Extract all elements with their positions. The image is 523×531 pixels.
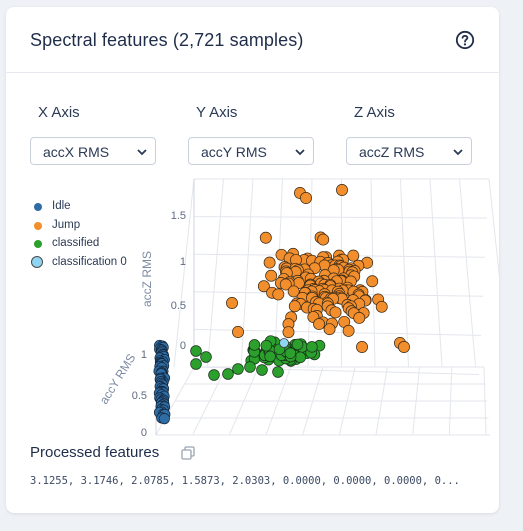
z-tick-label: 1 bbox=[180, 256, 186, 268]
x-axis-select[interactable]: accX RMS bbox=[30, 137, 156, 165]
chevron-down-icon bbox=[137, 149, 147, 156]
data-point-classified bbox=[256, 364, 268, 376]
z-axis-label: Z Axis bbox=[354, 104, 395, 121]
data-point-classified bbox=[306, 341, 318, 353]
data-point-jump bbox=[226, 297, 238, 309]
data-point-jump bbox=[323, 323, 336, 336]
data-point-jump bbox=[329, 306, 342, 319]
y-axis-selected-value: accY RMS bbox=[201, 144, 267, 160]
grid-line bbox=[488, 178, 499, 278]
y-tick-label: 0.5 bbox=[132, 390, 147, 402]
data-point-jump bbox=[288, 300, 301, 313]
data-point-jump bbox=[398, 341, 410, 353]
legend-marker bbox=[34, 221, 42, 230]
data-point-jump bbox=[232, 326, 244, 338]
data-point-classified bbox=[222, 368, 234, 380]
legend-marker bbox=[34, 203, 42, 211]
legend-marker bbox=[31, 255, 43, 268]
grid-line bbox=[370, 178, 376, 368]
data-point-jump bbox=[366, 275, 379, 288]
x-axis-label: X Axis bbox=[38, 104, 80, 121]
z-axis-title: accZ RMS bbox=[140, 251, 154, 307]
data-point-jump bbox=[265, 269, 278, 282]
legend-label: Idle bbox=[52, 200, 71, 212]
data-point-jump bbox=[257, 280, 270, 293]
help-circle-icon[interactable] bbox=[455, 30, 475, 50]
z-axis-select[interactable]: accZ RMS bbox=[346, 137, 472, 165]
z-tick-label: 0.5 bbox=[171, 300, 186, 312]
z-axis-selected-value: accZ RMS bbox=[359, 144, 425, 160]
data-point-classified bbox=[190, 358, 202, 370]
spectral-features-card: Spectral features (2,721 samples) X Axis… bbox=[6, 7, 499, 513]
x-axis-selected-value: accX RMS bbox=[43, 144, 110, 160]
data-point-jump bbox=[356, 341, 368, 353]
data-point-jump bbox=[263, 256, 276, 269]
grid-line bbox=[429, 178, 443, 368]
processed-features-values: 3.1255, 3.1746, 2.0785, 1.5873, 2.0303, … bbox=[30, 475, 460, 487]
legend-label: classification 0 bbox=[52, 255, 127, 268]
data-point-jump bbox=[300, 192, 312, 204]
data-point-idle bbox=[158, 413, 170, 425]
y-axis-select[interactable]: accY RMS bbox=[188, 137, 314, 165]
data-point-classified bbox=[244, 361, 256, 373]
data-point-jump bbox=[353, 312, 366, 324]
data-point-classified bbox=[190, 345, 202, 357]
chevron-down-icon bbox=[295, 149, 305, 156]
data-point-jump bbox=[336, 184, 348, 196]
data-point-classified bbox=[294, 351, 307, 364]
data-point-classified bbox=[272, 366, 284, 378]
grid-line bbox=[193, 216, 488, 219]
data-point-classified bbox=[264, 350, 276, 363]
data-point-classification-0 bbox=[279, 338, 289, 348]
z-tick-label: 1.5 bbox=[171, 210, 186, 222]
processed-features-title: Processed features bbox=[30, 444, 160, 461]
data-point-jump bbox=[317, 233, 330, 246]
z-tick-label: 0 bbox=[180, 340, 186, 352]
data-point-classified bbox=[260, 339, 273, 352]
grid-line bbox=[274, 178, 283, 368]
y-axis-label: Y Axis bbox=[196, 104, 238, 121]
data-point-jump bbox=[287, 285, 300, 298]
card-header: Spectral features (2,721 samples) bbox=[6, 7, 499, 73]
y-tick-label: 1 bbox=[141, 349, 147, 361]
data-point-jump bbox=[282, 326, 295, 339]
y-tick-label: 0 bbox=[141, 427, 147, 439]
grid-line bbox=[207, 178, 224, 368]
data-point-jump bbox=[313, 318, 326, 331]
data-point-classified bbox=[232, 363, 244, 375]
data-point-classified bbox=[284, 347, 297, 359]
legend-label: Jump bbox=[52, 218, 81, 231]
copy-icon[interactable] bbox=[181, 446, 195, 460]
data-point-jump bbox=[279, 278, 292, 291]
data-point-jump bbox=[347, 249, 360, 262]
chevron-down-icon bbox=[453, 149, 463, 156]
data-point-jump bbox=[272, 288, 285, 301]
data-point-jump bbox=[259, 231, 272, 244]
grid-line bbox=[173, 178, 195, 368]
data-point-classified bbox=[200, 351, 212, 363]
data-point-jump bbox=[375, 300, 388, 313]
data-point-jump bbox=[342, 324, 355, 337]
scatter-3d-plot[interactable]: 1.5 1 0.5 0 1 0.5 0 accZ RMS accY RMS bbox=[6, 7, 499, 447]
grid-line bbox=[459, 178, 476, 368]
grid-line bbox=[400, 178, 409, 368]
data-point-classified bbox=[208, 369, 220, 381]
data-point-classified bbox=[291, 338, 304, 351]
legend-marker bbox=[34, 240, 42, 248]
legend-label: classified bbox=[52, 237, 100, 249]
data-point-classified bbox=[248, 339, 261, 351]
grid-line bbox=[240, 178, 254, 368]
card-title: Spectral features (2,721 samples) bbox=[30, 30, 304, 50]
